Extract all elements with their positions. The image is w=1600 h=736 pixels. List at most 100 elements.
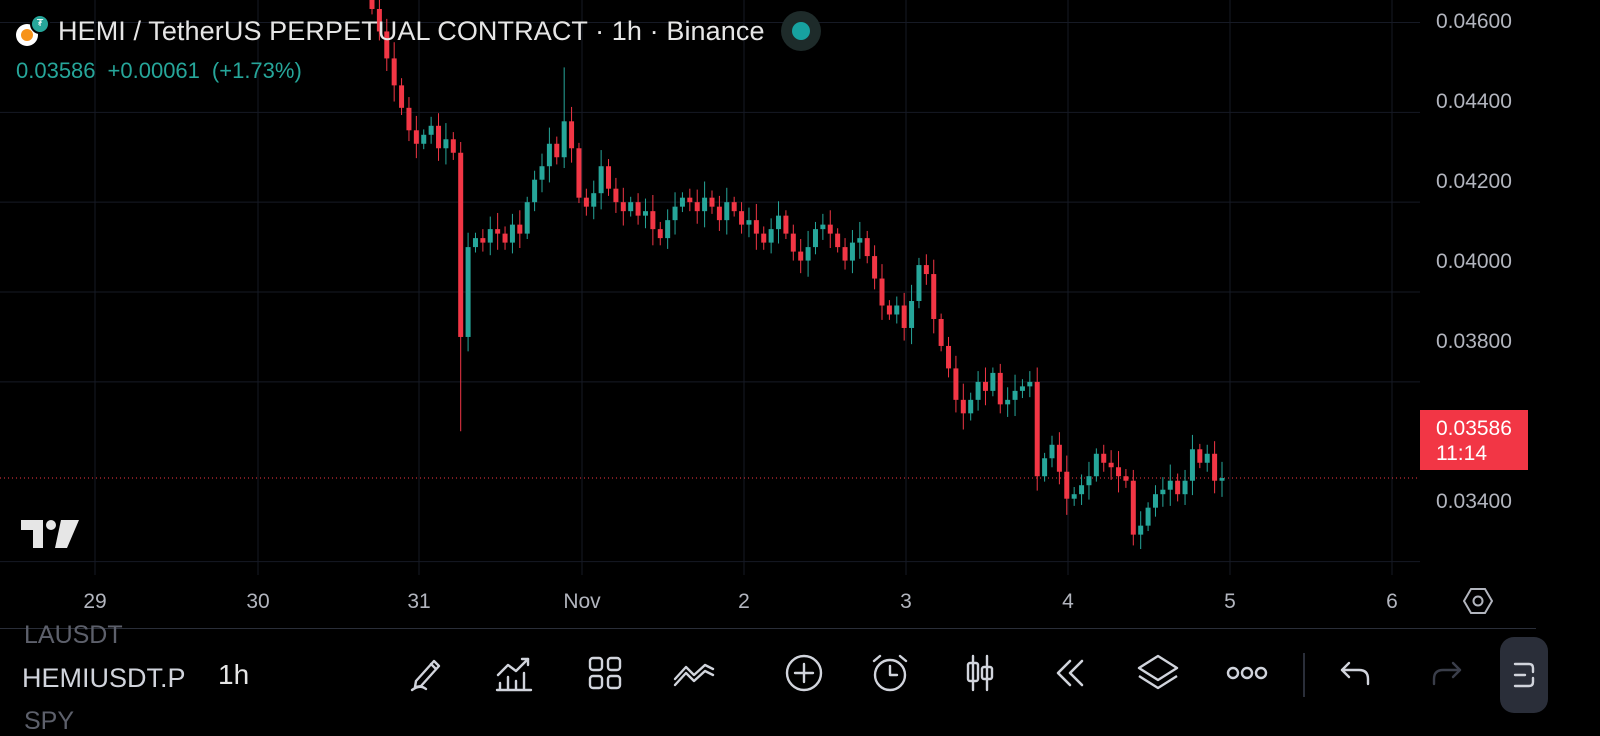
candle-body: [1056, 444, 1062, 472]
more-icon[interactable]: [1219, 645, 1275, 701]
candle-body: [687, 197, 693, 203]
candle: [909, 284, 915, 345]
candle-body: [509, 224, 515, 243]
candle-body: [997, 372, 1003, 405]
replay-icon[interactable]: [1040, 645, 1096, 701]
candle-body: [635, 202, 641, 216]
candle: [399, 78, 405, 116]
candle: [1079, 474, 1085, 505]
candle: [731, 196, 737, 217]
candle-body: [938, 318, 944, 346]
candle: [672, 192, 678, 235]
candle: [517, 210, 523, 248]
candle-body: [613, 188, 619, 203]
candle: [990, 367, 996, 397]
candle-body: [450, 139, 456, 153]
candle-body: [1005, 399, 1011, 405]
candle: [642, 198, 648, 229]
candle-body: [517, 224, 523, 234]
candle-body: [1204, 453, 1210, 463]
candle: [369, 0, 375, 15]
chart-type-icon[interactable]: [666, 645, 722, 701]
candle-body: [1049, 444, 1055, 459]
candle: [620, 187, 626, 226]
candle: [650, 194, 656, 246]
candle: [864, 230, 870, 264]
candle: [827, 210, 833, 248]
candle-body: [739, 211, 745, 225]
candle: [1101, 444, 1107, 472]
candle: [561, 67, 567, 169]
candle-body: [1101, 453, 1107, 463]
symbol-legend[interactable]: ₮ HEMI / TetherUS PERPETUAL CONTRACT · 1…: [14, 11, 821, 84]
layers-icon[interactable]: [1130, 645, 1186, 701]
candle-body: [472, 238, 478, 248]
price-label: 0.04200: [1436, 170, 1512, 193]
candle: [583, 188, 589, 216]
candle: [436, 113, 442, 161]
market-status-icon[interactable]: [780, 11, 821, 51]
candle: [465, 232, 471, 352]
candle: [901, 292, 907, 341]
candle-body: [561, 121, 567, 158]
candle-body: [886, 305, 892, 315]
tradingview-logo-icon[interactable]: [21, 520, 79, 555]
redo-icon[interactable]: [1419, 645, 1475, 701]
candle-body: [879, 278, 885, 306]
candle-body: [960, 399, 966, 414]
candle-body: [665, 220, 671, 239]
candle: [1182, 469, 1188, 505]
candle: [938, 313, 944, 352]
watchlist-prev-symbol[interactable]: LAUSDT: [24, 621, 123, 649]
bar-countdown: 11:14: [1436, 442, 1487, 465]
candle-body: [783, 215, 789, 234]
candlestick-chart[interactable]: [0, 0, 1536, 628]
candle-body: [606, 166, 612, 189]
candle: [472, 232, 478, 253]
side-panel-icon[interactable]: [1500, 637, 1548, 713]
candle-body: [953, 368, 959, 400]
plus-circle-icon[interactable]: [776, 645, 832, 701]
candle: [872, 245, 878, 290]
interval-button[interactable]: 1h: [218, 659, 250, 690]
candle: [798, 239, 804, 274]
candle-body: [702, 197, 708, 212]
candle-body: [480, 238, 486, 243]
time-label: 30: [246, 590, 270, 613]
candle-body: [923, 265, 929, 275]
candle: [421, 129, 427, 150]
undo-icon[interactable]: [1327, 645, 1383, 701]
symbol-logo-icon: ₮: [14, 12, 52, 50]
candle: [613, 177, 619, 213]
candle-body: [436, 125, 442, 149]
candle: [1167, 464, 1173, 506]
candle: [606, 159, 612, 196]
candle-body: [820, 224, 826, 230]
candle: [569, 106, 575, 163]
candle: [960, 383, 966, 430]
candle-body: [1212, 453, 1218, 481]
watchlist-current-symbol[interactable]: HEMIUSDT.P: [22, 663, 186, 693]
candle-body: [1175, 480, 1181, 495]
candle: [665, 209, 671, 249]
candle-body: [872, 256, 878, 279]
grid-icon[interactable]: [577, 645, 633, 701]
symbol-title[interactable]: HEMI / TetherUS PERPETUAL CONTRACT · 1h …: [58, 15, 765, 46]
pencil-icon[interactable]: [398, 645, 454, 701]
candle-body: [716, 206, 722, 221]
alarm-icon[interactable]: [862, 645, 918, 701]
candle: [428, 116, 434, 144]
candle-body: [1167, 480, 1173, 490]
watchlist-next-symbol[interactable]: SPY: [24, 707, 75, 735]
chart-area[interactable]: ₮ HEMI / TetherUS PERPETUAL CONTRACT · 1…: [0, 0, 1536, 628]
candle: [1019, 379, 1025, 399]
candle: [576, 142, 582, 204]
bar-style-icon[interactable]: [952, 645, 1008, 701]
candle-body: [1086, 476, 1092, 486]
candle-body: [1012, 390, 1018, 400]
chart-settings-icon[interactable]: [1462, 586, 1494, 621]
candle-body: [694, 202, 700, 212]
indicators-icon[interactable]: [486, 645, 542, 701]
candle: [1160, 477, 1166, 507]
candle: [790, 224, 796, 261]
